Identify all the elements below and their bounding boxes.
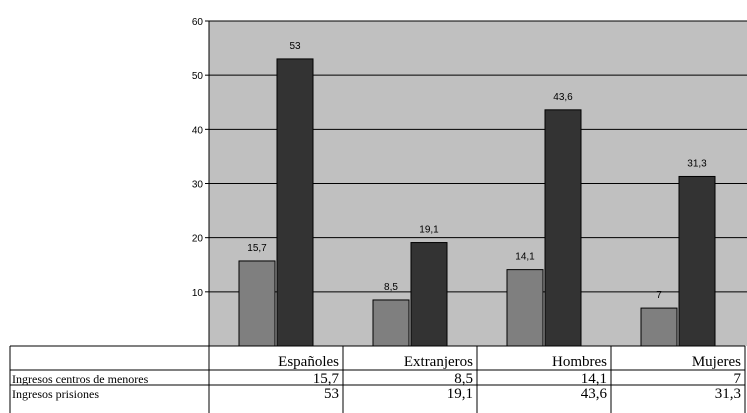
axes: 10 20 30 40 50 60 — [192, 17, 210, 346]
bar-menores-0 — [238, 260, 276, 347]
data-table: Españoles Extranjeros Hombres Mujeres Ingres… — [9, 345, 746, 413]
table-row-label: Ingresos centros de menores — [12, 372, 149, 386]
bar-prisiones-2 — [544, 109, 582, 347]
table-header-category: Mujeres — [692, 354, 741, 370]
data-label: 53 — [289, 41, 301, 52]
bar-prisiones-3 — [678, 175, 716, 347]
table-cell: 31,3 — [715, 386, 741, 402]
y-tick-label: 10 — [192, 288, 204, 299]
table-cell: 19,1 — [447, 386, 473, 402]
table-row-label: Ingresos prisiones — [12, 387, 99, 401]
y-tick-label: 40 — [192, 125, 204, 136]
data-label: 8,5 — [384, 282, 398, 293]
data-label: 19,1 — [419, 225, 439, 236]
bar-menores-2 — [506, 269, 544, 347]
data-label: 7 — [656, 290, 662, 301]
bar-prisiones-0 — [276, 58, 314, 347]
bar-prisiones-1 — [410, 242, 448, 347]
data-label: 43,6 — [553, 92, 573, 103]
y-tick-label: 60 — [192, 17, 204, 28]
table-header-category: Extranjeros — [404, 354, 473, 370]
table-header-category: Hombres — [552, 354, 607, 370]
bars — [238, 58, 716, 347]
table-header-category: Españoles — [278, 354, 339, 370]
table-cell: 14,1 — [581, 371, 607, 387]
data-labels: 15,7 53 8,5 19,1 14,1 43,6 7 31,3 — [247, 41, 707, 301]
table-cell: 53 — [324, 386, 339, 402]
bar-menores-1 — [372, 299, 410, 347]
y-tick-label: 50 — [192, 71, 204, 82]
y-tick-label: 30 — [192, 180, 204, 191]
table-cell: 15,7 — [313, 371, 340, 387]
data-label: 31,3 — [687, 158, 707, 169]
table-cell: 43,6 — [581, 386, 608, 402]
data-label: 15,7 — [247, 243, 267, 254]
y-tick-label: 20 — [192, 234, 204, 245]
table-cell: 8,5 — [454, 371, 473, 387]
table-cell: 7 — [734, 371, 742, 387]
data-label: 14,1 — [515, 252, 535, 263]
bar-menores-3 — [640, 307, 678, 347]
